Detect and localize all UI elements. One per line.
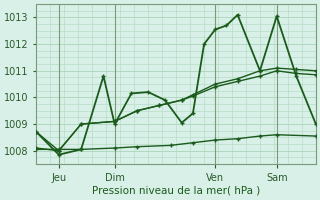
X-axis label: Pression niveau de la mer( hPa ): Pression niveau de la mer( hPa ) <box>92 186 260 196</box>
